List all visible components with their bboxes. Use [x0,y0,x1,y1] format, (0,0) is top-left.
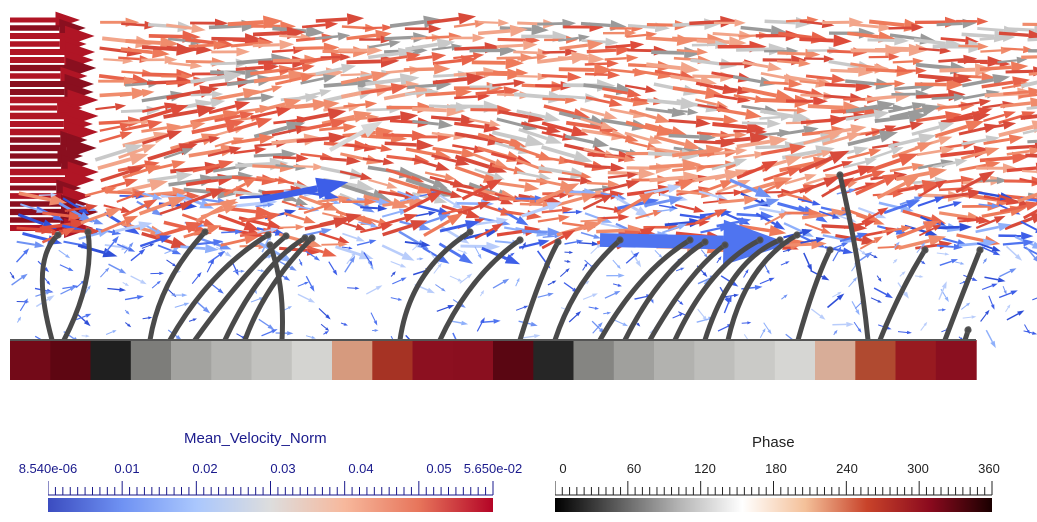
velocity-legend-min-label: 8.540e-06 [18,461,78,476]
velocity-legend-colorbar [48,498,493,512]
velocity-legend-tick-label: 0.03 [270,461,296,476]
phase-legend-tick-label: 120 [694,461,716,476]
velocity-legend-title: Mean_Velocity_Norm [184,430,327,447]
velocity-legend-tick-label: 0.01 [114,461,140,476]
velocity-legend-tick-label: 0.04 [348,461,374,476]
velocity-arrow-field [9,11,1037,353]
phase-legend-tick-label: 300 [907,461,929,476]
velocity-legend-tick-label: 0.02 [192,461,218,476]
phase-legend-ruler [555,481,993,496]
velocity-legend-tick-label: 0.05 [426,461,452,476]
phase-legend-tick-label: 240 [836,461,858,476]
velocity-legend-ruler [48,481,494,496]
phase-legend-colorbar [555,498,992,512]
phase-color-strip [10,339,977,380]
cilia-layer [39,171,984,343]
phase-legend-tick-label: 360 [978,461,1000,476]
phase-legend-tick-label: 180 [765,461,787,476]
phase-legend-tick-label: 0 [559,461,567,476]
phase-legend-tick-label: 60 [626,461,642,476]
velocity-legend-max-label: 5.650e-02 [463,461,523,476]
phase-legend-title: Phase [752,434,795,451]
